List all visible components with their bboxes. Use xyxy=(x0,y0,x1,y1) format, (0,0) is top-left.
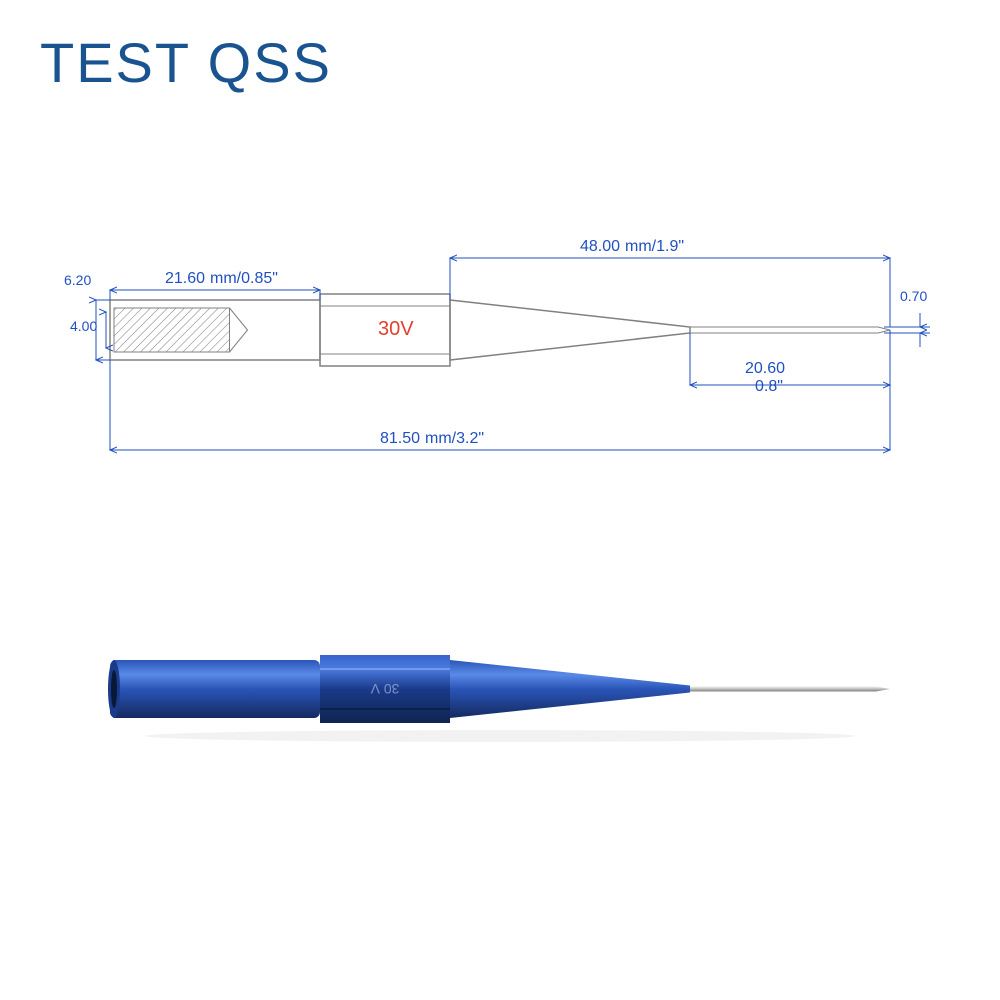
dim-tip: 0.70 xyxy=(900,288,927,304)
dim-socket-in: mm/0.85" xyxy=(210,270,278,288)
dim-total-mm: 81.50 xyxy=(380,430,420,448)
dim-taper-in: mm/1.9" xyxy=(625,238,684,256)
svg-text:30 V: 30 V xyxy=(370,681,399,697)
dim-taper-mm: 48.00 xyxy=(580,238,620,256)
dim-socket-mm: 21.60 xyxy=(165,270,205,288)
dim-needle-mm: 20.60 xyxy=(745,360,785,378)
voltage-label-drawing: 30V xyxy=(378,318,414,341)
rendered-probe: 30 V xyxy=(0,590,1000,790)
dim-total-in: mm/3.2" xyxy=(425,430,484,448)
dim-height: 6.20 xyxy=(64,272,91,288)
technical-drawing xyxy=(0,0,1000,500)
dim-inner: 4.00 xyxy=(70,318,97,334)
page: TEST QSS 6.20 4.00 21.60 mm/0.85" 48.00 … xyxy=(0,0,1000,1000)
dim-needle-in: 0.8" xyxy=(755,378,783,396)
